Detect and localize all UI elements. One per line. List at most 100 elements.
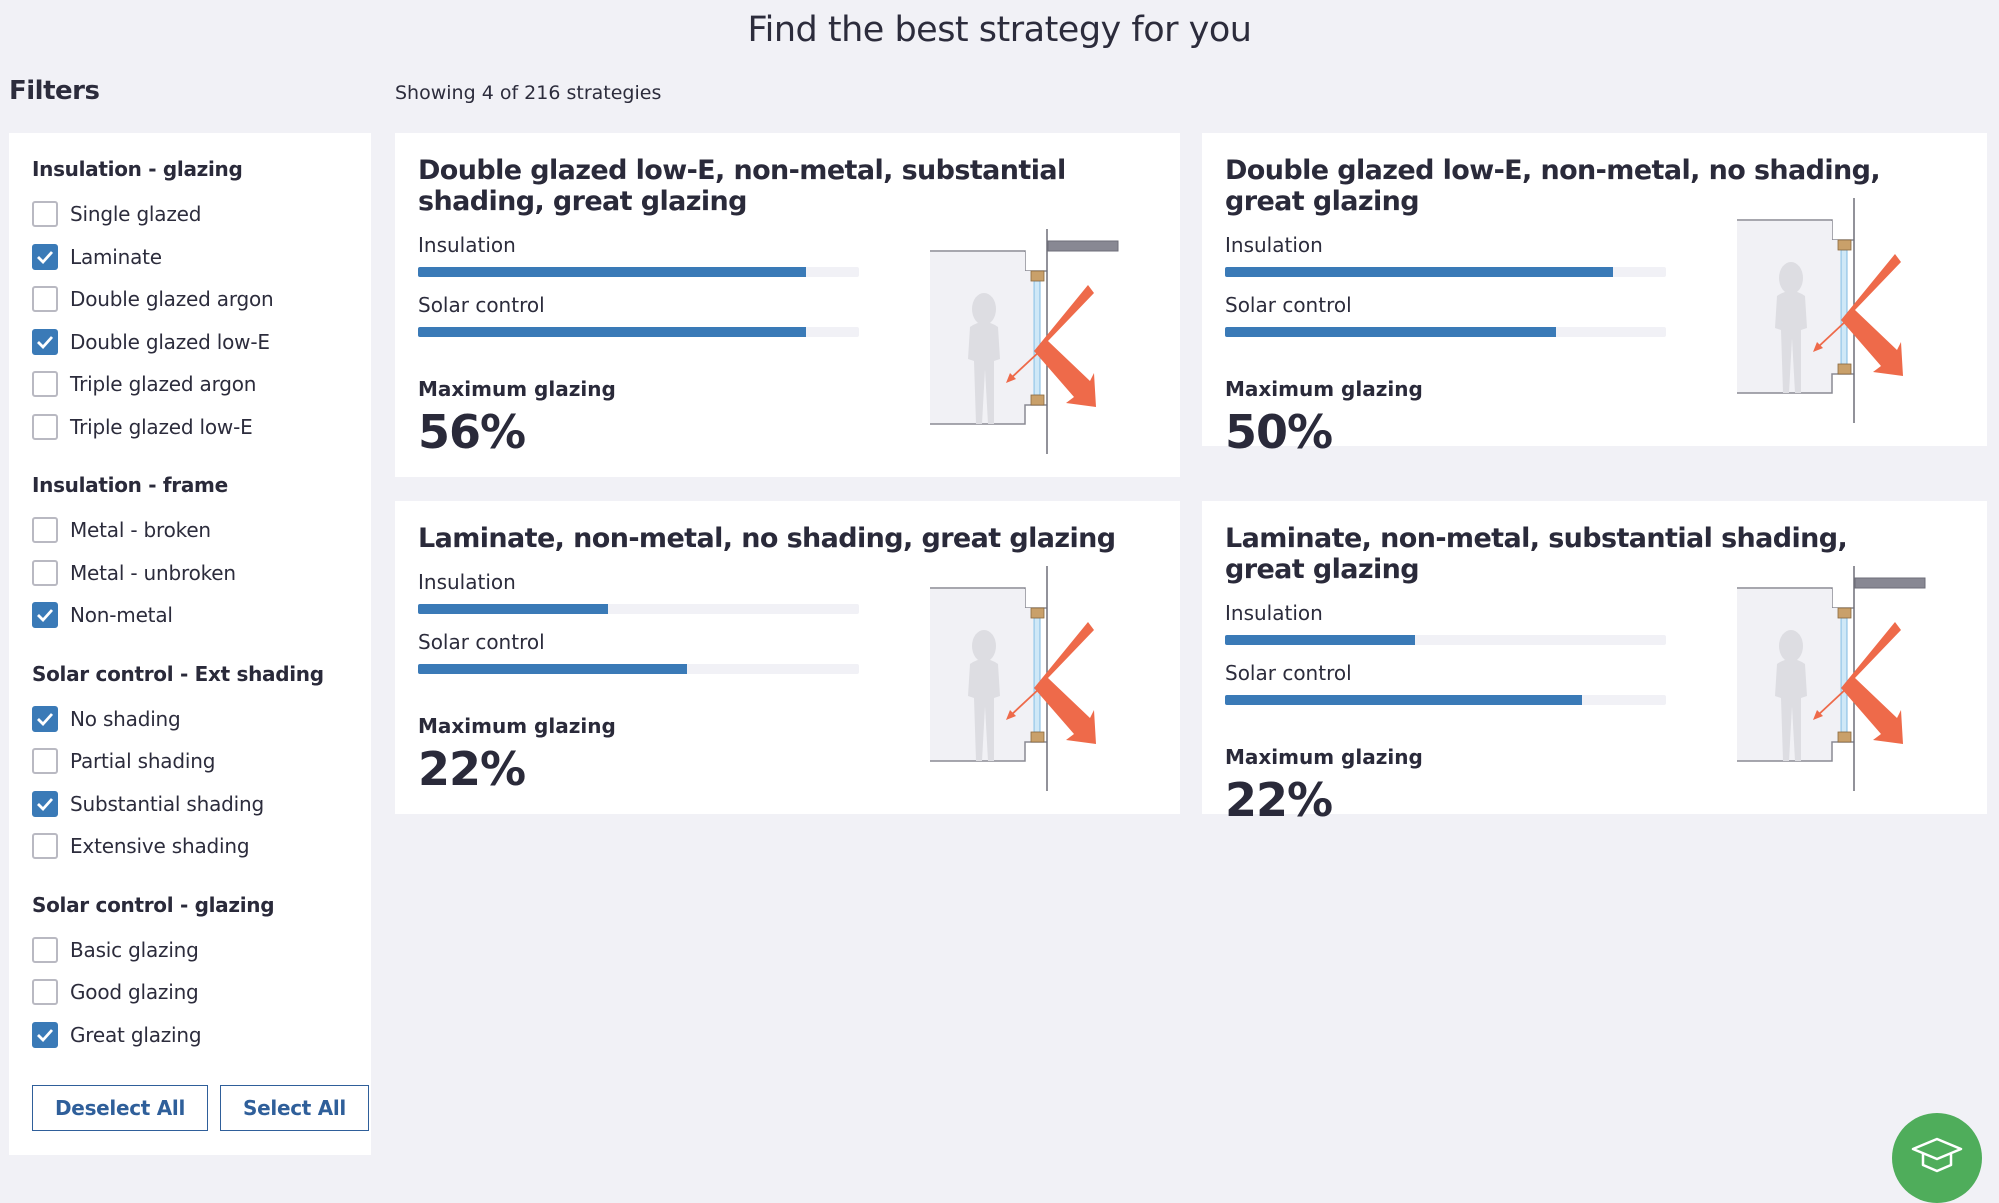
strategy-title: Double glazed low-E, non-metal, no shadi… [1225,155,1881,217]
filter-option[interactable]: Double glazed argon [32,278,371,321]
insulation-label: Insulation [1225,601,1323,625]
max-glazing-label: Maximum glazing [418,714,616,738]
checkbox[interactable] [32,936,58,963]
filter-option[interactable]: Partial shading [32,740,371,783]
checkbox[interactable] [32,979,58,1006]
checkbox[interactable] [32,413,58,440]
strategy-card[interactable]: Double glazed low-E, non-metal, substant… [395,133,1180,477]
learn-button[interactable] [1892,1113,1982,1203]
page-title: Find the best strategy for you [747,10,1252,50]
insulation-label: Insulation [418,570,516,594]
max-glazing-value: 56% [418,405,526,459]
filter-option[interactable]: Substantial shading [32,783,371,826]
insulation-bar-fill [1225,635,1415,645]
filter-option[interactable]: Laminate [32,236,371,279]
check-icon [37,797,54,811]
insulation-bar [1225,267,1666,277]
select-all-button[interactable]: Select All [220,1085,369,1131]
filter-option[interactable]: Non-metal [32,594,371,637]
filter-option[interactable]: Great glazing [32,1014,371,1057]
deselect-all-button[interactable]: Deselect All [32,1085,209,1131]
checkbox[interactable] [32,243,58,270]
solar-control-label: Solar control [418,293,545,317]
solar-control-bar-fill [1225,327,1556,337]
filter-option[interactable]: Single glazed [32,193,371,236]
filter-option-label: Great glazing [70,1022,202,1047]
filter-option-label: Metal - broken [70,518,211,543]
checkbox[interactable] [32,328,58,355]
solar-control-label: Solar control [1225,661,1352,685]
filter-option-label: Good glazing [70,980,199,1005]
window-diagram [930,566,1096,791]
filter-option-label: Laminate [70,244,162,269]
checkbox[interactable] [32,748,58,775]
filter-option-label: Double glazed low-E [70,329,270,354]
insulation-bar-fill [418,604,608,614]
checkbox[interactable] [32,790,58,817]
filter-option[interactable]: Triple glazed argon [32,363,371,406]
strategy-card[interactable]: Laminate, non-metal, substantial shading… [1202,501,1987,827]
window-diagram [930,229,1119,454]
solar-control-bar [1225,327,1666,337]
filters-panel: Insulation - glazing Single glazed Laminat… [9,133,371,1155]
filter-option[interactable]: Double glazed low-E [32,321,371,364]
checkbox[interactable] [32,371,58,398]
filters-heading: Filters [9,76,100,106]
check-icon [37,250,54,264]
max-glazing-label: Maximum glazing [418,377,616,401]
filter-option-label: Single glazed [70,202,202,227]
strategy-card[interactable]: Double glazed low-E, non-metal, no shadi… [1202,133,1987,459]
checkbox[interactable] [32,833,58,860]
filter-option-label: Double glazed argon [70,287,274,312]
solar-control-bar [418,664,859,674]
filter-group-heading: Solar control - glazing [32,892,275,917]
checkbox[interactable] [32,602,58,629]
filter-option-label: Basic glazing [70,937,199,962]
solar-control-bar-fill [418,664,687,674]
insulation-bar [418,267,859,277]
filter-option-label: Metal - unbroken [70,560,236,585]
checkbox[interactable] [32,286,58,313]
checkbox[interactable] [32,559,58,586]
filter-option-label: Triple glazed argon [70,372,257,397]
results-count: Showing 4 of 216 strategies [395,82,662,104]
filter-group: Insulation - frame Metal - broken Metal - … [32,473,371,637]
strategy-title: Laminate, non-metal, substantial shading… [1225,523,1848,585]
insulation-label: Insulation [1225,233,1323,257]
insulation-bar [418,604,859,614]
filter-option-label: No shading [70,706,181,731]
filter-option[interactable]: Good glazing [32,971,371,1014]
filter-group-heading: Insulation - glazing [32,157,243,181]
strategy-title: Double glazed low-E, non-metal, substant… [418,155,1066,217]
check-icon [37,609,54,623]
strategy-card[interactable]: Laminate, non-metal, no shading, great g… [395,501,1180,814]
window-diagram [1737,198,1903,423]
filter-option[interactable]: Extensive shading [32,825,371,868]
checkbox[interactable] [32,705,58,732]
filter-group: Insulation - glazing Single glazed Laminat… [32,157,371,448]
filter-option[interactable]: Basic glazing [32,929,371,972]
filter-option-label: Non-metal [70,603,173,628]
insulation-label: Insulation [418,233,516,257]
max-glazing-value: 22% [1225,773,1333,827]
insulation-bar [1225,635,1666,645]
filter-option[interactable]: Triple glazed low-E [32,406,371,449]
filter-group: Solar control - glazing Basic glazing Good… [32,893,371,1057]
max-glazing-label: Maximum glazing [1225,377,1423,401]
max-glazing-value: 50% [1225,405,1333,459]
check-icon [37,712,54,726]
check-icon [37,335,54,349]
solar-control-bar [1225,695,1666,705]
filter-option[interactable]: Metal - unbroken [32,552,371,595]
checkbox[interactable] [32,1021,58,1048]
filter-option[interactable]: Metal - broken [32,509,371,552]
window-diagram [1737,566,1926,791]
filter-option[interactable]: No shading [32,698,371,741]
graduation-cap-icon [1911,1137,1963,1173]
check-icon [37,1028,54,1042]
filter-group: Solar control - Ext shading No shading Par… [32,662,371,868]
solar-control-label: Solar control [1225,293,1352,317]
checkbox[interactable] [32,201,58,228]
checkbox[interactable] [32,517,58,544]
filter-option-label: Substantial shading [70,791,265,816]
